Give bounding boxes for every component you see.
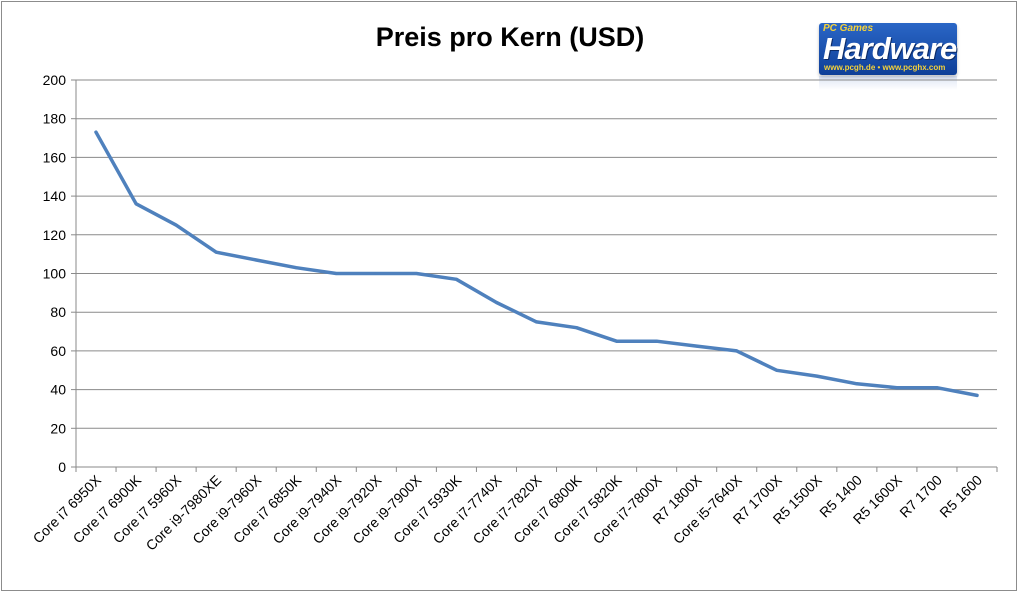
data-point — [94, 130, 98, 134]
data-point — [454, 277, 458, 281]
y-tick-label: 120 — [43, 227, 67, 243]
data-point — [615, 339, 619, 343]
data-point — [334, 272, 338, 275]
data-point — [695, 344, 699, 348]
y-tick-label: 0 — [58, 459, 66, 475]
y-tick-label: 40 — [50, 382, 66, 398]
axes — [71, 79, 998, 472]
x-tick-label: Core i9-7900X — [349, 471, 425, 547]
chart-title: Preis pro Kern (USD) — [375, 22, 645, 52]
y-tick-label: 80 — [50, 304, 66, 320]
logo-prefix: PC Games — [823, 23, 874, 34]
data-point — [735, 349, 739, 353]
logo-urls: www.pcgh.de • www.pcghx.com — [824, 63, 946, 72]
x-tick-label: Core i9-7960X — [189, 471, 265, 547]
data-point — [815, 374, 819, 378]
y-tick-label: 140 — [43, 188, 67, 204]
data-point — [174, 223, 178, 227]
logo-name: Hardware — [823, 31, 957, 66]
series-line — [94, 130, 979, 398]
x-tick-label: Core i5-7640X — [670, 471, 746, 547]
data-point — [975, 393, 979, 397]
x-tick-label: Core i7-7820X — [469, 471, 545, 547]
y-tick-label: 200 — [43, 72, 67, 88]
data-point — [935, 386, 939, 390]
x-tick-label: Core i9-7920X — [309, 471, 385, 547]
data-point — [374, 272, 378, 275]
y-tick-labels: 0 20 40 60 80 100 120 140 160 180 200 — [43, 72, 67, 475]
y-tick-label: 20 — [50, 420, 66, 436]
data-point — [254, 258, 258, 262]
data-point — [414, 272, 418, 275]
x-tick-label: R7 1700 — [896, 472, 945, 521]
data-point — [895, 386, 899, 390]
data-point — [494, 301, 498, 305]
y-tick-label: 180 — [43, 111, 67, 127]
data-point — [134, 202, 138, 206]
data-point — [214, 250, 218, 254]
x-tick-label: R5 1600 — [936, 472, 985, 521]
data-point — [575, 326, 579, 330]
series-line-path — [94, 130, 979, 398]
y-tick-label: 100 — [43, 266, 67, 282]
x-tick-label: Core i7-7740X — [429, 471, 505, 547]
data-point — [775, 368, 779, 372]
gridlines — [76, 79, 997, 429]
x-tick-label: Core i7-7800X — [590, 471, 666, 547]
data-point — [535, 320, 538, 324]
data-point — [655, 339, 659, 343]
x-tick-label: Core i7 6950X — [30, 471, 105, 546]
data-point — [294, 266, 298, 270]
y-tick-label: 160 — [43, 149, 67, 165]
pcgh-logo: PC Games Hardware www.pcgh.de • www.pcgh… — [819, 23, 957, 75]
data-point — [855, 382, 859, 386]
x-tick-label: Core i9-7940X — [269, 471, 345, 547]
y-tick-label: 60 — [50, 343, 66, 359]
